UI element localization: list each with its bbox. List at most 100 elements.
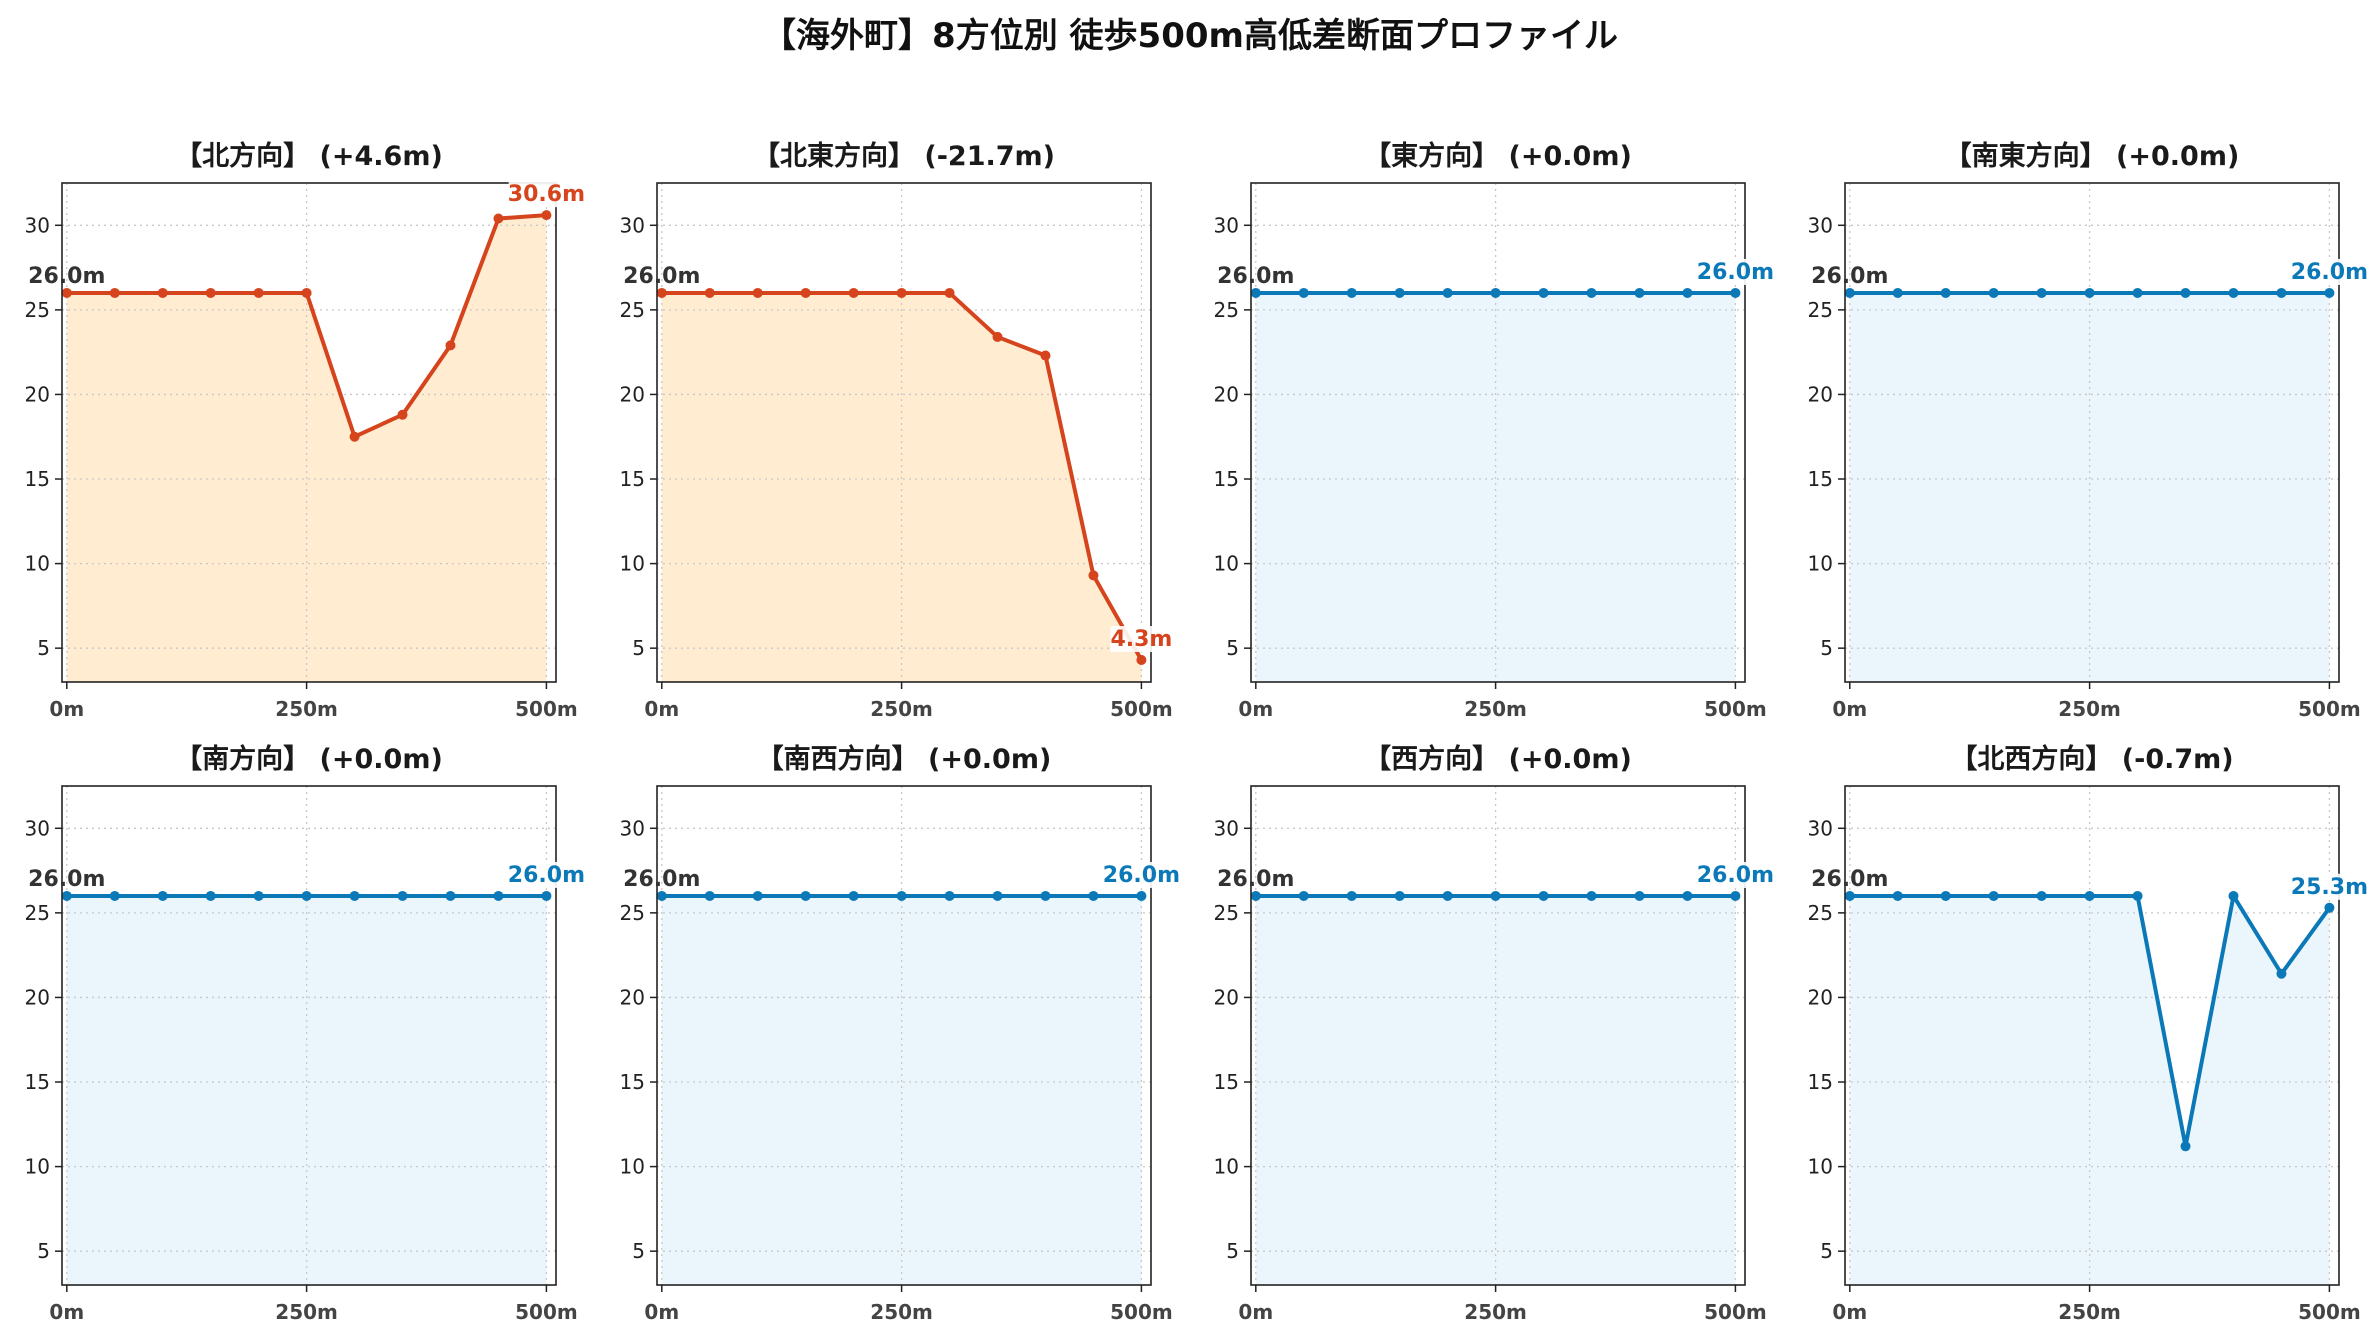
end-label-background <box>2291 258 2368 285</box>
x-tick-label: 0m <box>644 697 679 721</box>
data-point <box>1538 890 1549 901</box>
data-point <box>2276 968 2287 979</box>
y-tick-label: 5 <box>37 1239 50 1263</box>
axes-frame <box>1250 182 1746 683</box>
end-label-background <box>1697 861 1774 888</box>
end-label-background <box>1103 861 1180 888</box>
start-elevation-label: 26.0m <box>623 264 700 289</box>
y-tick-label: 20 <box>1808 985 1833 1009</box>
panel-title: 【北方向】 (+4.6m) <box>175 140 443 172</box>
x-tick-label: 500m <box>1704 1300 1767 1324</box>
data-point <box>445 890 456 901</box>
data-point <box>349 431 360 442</box>
axes-frame <box>61 182 557 683</box>
data-point <box>2084 287 2095 298</box>
y-tick-label: 20 <box>620 985 645 1009</box>
data-point <box>397 409 408 420</box>
data-point <box>1490 287 1501 298</box>
end-elevation-label: 30.6m <box>508 182 585 207</box>
y-tick-label: 5 <box>37 636 50 660</box>
end-label-background <box>2291 873 2368 900</box>
axes-frame <box>1844 182 2340 683</box>
y-tick-label: 15 <box>1214 1070 1239 1094</box>
data-point <box>1634 890 1645 901</box>
y-tick-label: 25 <box>620 901 645 925</box>
x-tick-label: 0m <box>49 697 84 721</box>
data-point <box>1730 890 1741 901</box>
x-tick-label: 500m <box>2298 697 2361 721</box>
y-tick-label: 5 <box>632 1239 645 1263</box>
data-point <box>848 890 859 901</box>
y-tick-label: 30 <box>1808 816 1833 840</box>
axes-frame <box>656 182 1152 683</box>
x-tick-label: 500m <box>2298 1300 2361 1324</box>
panel-5: 5 10 15 20 25 30 0m 250m 500m 【南西方向】 (+0.0m) 26.0m… <box>620 743 1180 1324</box>
data-point <box>1634 287 1645 298</box>
y-tick-label: 20 <box>25 985 50 1009</box>
x-tick-label: 0m <box>1238 1300 1273 1324</box>
panel-title: 【北西方向】 (-0.7m) <box>1950 743 2233 775</box>
y-tick-label: 5 <box>1820 636 1833 660</box>
profile-area <box>661 292 1142 682</box>
panel-7: 5 10 15 20 25 30 0m 250m 500m 【北西方向】 (-0.7m) 26.0m… <box>1808 743 2368 1324</box>
y-tick-label: 20 <box>1808 382 1833 406</box>
panel-title: 【南西方向】 (+0.0m) <box>757 743 1052 775</box>
panel-title: 【東方向】 (+0.0m) <box>1364 140 1632 172</box>
data-point <box>2084 890 2095 901</box>
panel-2: 5 10 15 20 25 30 0m 250m 500m 【東方向】 (+0.0m) 26.0m 2… <box>1214 140 1774 721</box>
end-elevation-label: 26.0m <box>1697 260 1774 285</box>
data-point <box>656 890 667 901</box>
data-point <box>944 287 955 298</box>
start-elevation-label: 26.0m <box>1811 867 1888 892</box>
panel-0: 5 10 15 20 25 30 0m 250m 500m 【北方向】 (+4.6m) 26.0m 3… <box>25 140 585 721</box>
x-tick-label: 0m <box>1832 1300 1867 1324</box>
y-tick-label: 20 <box>1214 985 1239 1009</box>
data-point <box>656 287 667 298</box>
x-tick-label: 0m <box>1832 697 1867 721</box>
data-point <box>1088 890 1099 901</box>
profile-area <box>66 895 547 1285</box>
y-tick-label: 30 <box>25 213 50 237</box>
axes-frame <box>1250 785 1746 1286</box>
data-point <box>2180 1141 2191 1152</box>
data-point <box>2132 890 2143 901</box>
profile-area <box>661 895 1142 1285</box>
data-point <box>1730 287 1741 298</box>
y-tick-label: 10 <box>1808 552 1833 576</box>
y-tick-label: 30 <box>1808 213 1833 237</box>
end-label-background <box>1697 258 1774 285</box>
panel-1: 5 10 15 20 25 30 0m 250m 500m 【北東方向】 (-21.7m) 26.0… <box>620 140 1173 721</box>
data-point <box>349 890 360 901</box>
data-point <box>800 287 811 298</box>
end-elevation-label: 25.3m <box>2291 875 2368 900</box>
panel-4: 5 10 15 20 25 30 0m 250m 500m 【南方向】 (+0.0m) 26.0m 2… <box>25 743 585 1324</box>
data-point <box>1298 287 1309 298</box>
y-tick-label: 30 <box>620 816 645 840</box>
x-tick-label: 500m <box>515 697 578 721</box>
x-tick-label: 250m <box>275 1300 338 1324</box>
data-point <box>752 287 763 298</box>
data-point <box>541 890 552 901</box>
y-tick-label: 10 <box>1214 552 1239 576</box>
x-tick-label: 500m <box>1704 697 1767 721</box>
data-point <box>109 287 120 298</box>
start-elevation-label: 26.0m <box>1217 867 1294 892</box>
start-elevation-label: 26.0m <box>1811 264 1888 289</box>
data-point <box>992 331 1003 342</box>
y-tick-label: 5 <box>632 636 645 660</box>
data-point <box>1988 890 1999 901</box>
x-tick-label: 0m <box>49 1300 84 1324</box>
x-tick-label: 250m <box>1464 697 1527 721</box>
data-point <box>2276 287 2287 298</box>
end-label-background <box>508 861 585 888</box>
y-tick-label: 20 <box>1214 382 1239 406</box>
data-point <box>1586 287 1597 298</box>
y-tick-label: 15 <box>1214 467 1239 491</box>
axes-frame <box>61 785 557 1286</box>
data-point <box>992 890 1003 901</box>
y-tick-label: 15 <box>620 467 645 491</box>
data-point <box>800 890 811 901</box>
x-tick-label: 250m <box>870 697 933 721</box>
data-point <box>205 287 216 298</box>
